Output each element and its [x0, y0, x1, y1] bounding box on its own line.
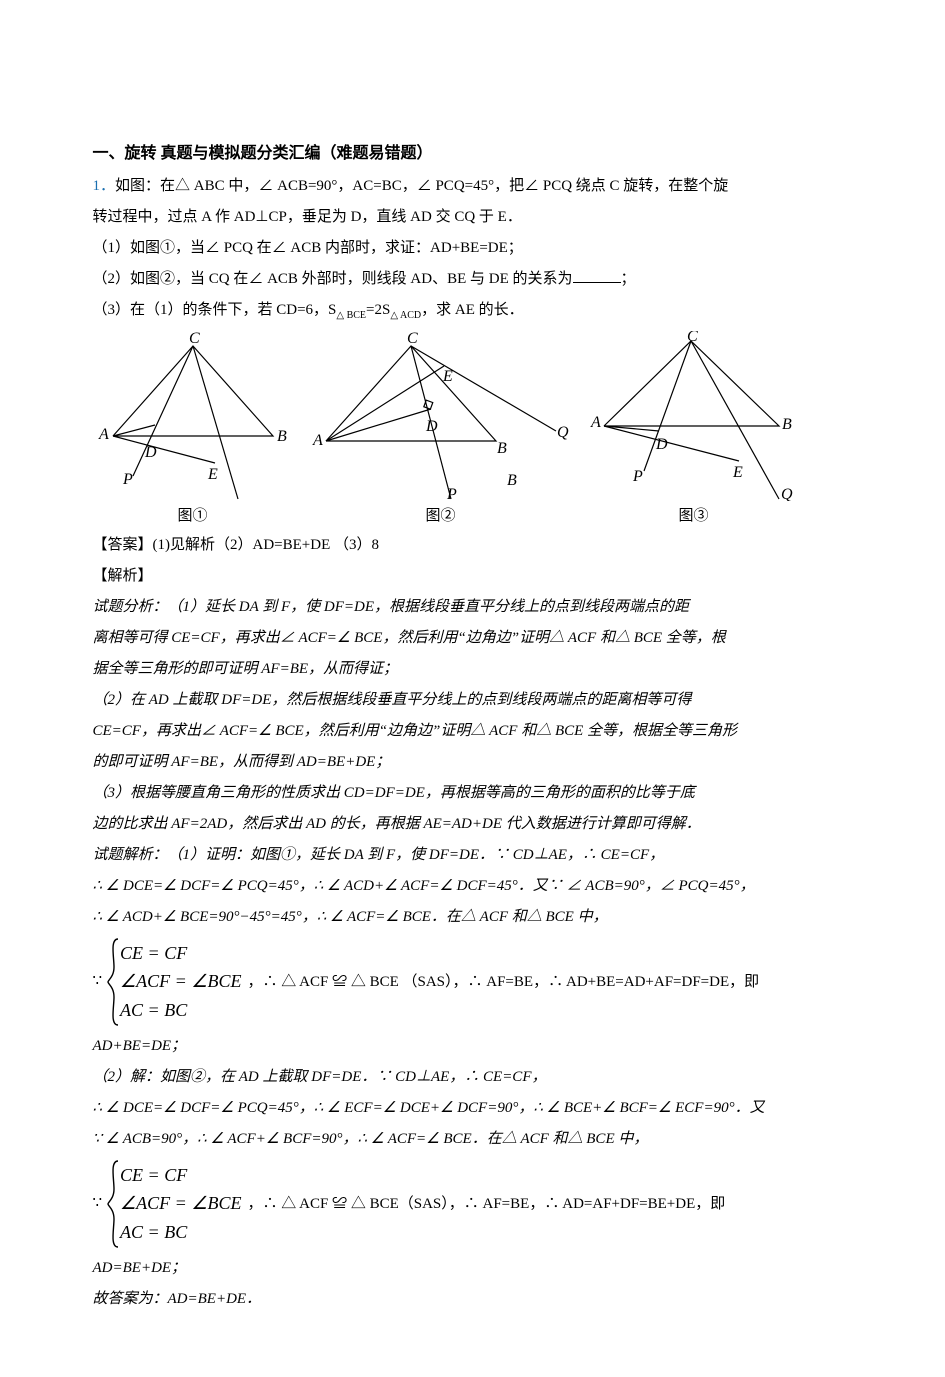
question-part-1: （1）如图①，当∠ PCQ 在∠ ACB 内部时，求证：AD+BE=DE； — [93, 235, 853, 262]
svg-text:D: D — [655, 436, 668, 453]
question-part-3: （3）在（1）的条件下，若 CD=6，S△ BCE=2S△ ACD，求 AE 的… — [93, 297, 853, 325]
analysis-p16: AD=BE+DE； — [93, 1255, 853, 1282]
svg-text:Q: Q — [781, 486, 793, 501]
svg-text:B: B — [507, 472, 517, 489]
analysis-p10: ∴ ∠ DCE=∠ DCF=∠ PCQ=45°，∴ ∠ ACD+∠ ACF=∠ … — [93, 873, 853, 900]
analysis-p4: （2）在 AD 上截取 DF=DE，然后根据线段垂直平分线上的点到线段两端点的距… — [93, 687, 853, 714]
equation-system-2: ∵ CE = CF ∠ACF = ∠BCE ，∴ △ ACF ≌ △ BCE（S… — [93, 1159, 853, 1249]
question-line-1: 1．如图：在△ ABC 中，∠ ACB=90°，AC=BC，∠ PCQ=45°，… — [93, 173, 853, 200]
analysis-p3: 据全等三角形的即可证明 AF=BE，从而得证； — [93, 656, 853, 683]
svg-text:Q: Q — [557, 424, 569, 441]
analysis-p12: AD+BE=DE； — [93, 1033, 853, 1060]
svg-text:P: P — [632, 468, 643, 485]
figure-1-label: 图① — [177, 503, 207, 530]
svg-text:B: B — [277, 428, 287, 445]
figure-row: C A B P D E 图① — [93, 331, 853, 530]
analysis-p5: CE=CF，再求出∠ ACF=∠ BCE，然后利用“边角边”证明△ ACF 和△… — [93, 718, 853, 745]
sys2-lines: CE = CF ∠ACF = ∠BCE ，∴ △ ACF ≌ △ BCE（SAS… — [120, 1161, 725, 1247]
svg-text:D: D — [425, 418, 438, 435]
equation-system-1: ∵ CE = CF ∠ACF = ∠BCE ，∴ △ ACF ≌ △ BCE （… — [93, 937, 853, 1027]
svg-text:D: D — [144, 444, 157, 461]
analysis-p8: 边的比求出 AF=2AD，然后求出 AD 的长，再根据 AE=AD+DE 代入数… — [93, 811, 853, 838]
q2-text-a: （2）如图②，当 CQ 在∠ ACB 外部时，则线段 AD、BE 与 DE 的关… — [93, 271, 573, 287]
fill-blank — [573, 282, 621, 283]
svg-text:A: A — [590, 414, 601, 431]
svg-text:E: E — [442, 368, 453, 385]
analysis-p1: 试题分析：（1）延长 DA 到 F，使 DF=DE，根据线段垂直平分线上的点到线… — [93, 594, 853, 621]
figure-2-label: 图② — [425, 503, 455, 530]
sys1-lead: ∵ — [93, 968, 103, 995]
svg-text:C: C — [687, 331, 698, 345]
analysis-p7: （3）根据等腰直角三角形的性质求出 CD=DF=DE，再根据等高的三角形的面积的… — [93, 780, 853, 807]
answer-line: 【答案】(1)见解析（2）AD=BE+DE （3）8 — [93, 532, 853, 559]
figure-2: C A B Q P D E B 图② — [311, 331, 571, 530]
analysis-p17: 故答案为：AD=BE+DE． — [93, 1286, 853, 1313]
figure-1-svg: C A B P D E — [93, 331, 293, 501]
q-text-1: 如图：在△ ABC 中，∠ ACB=90°，AC=BC，∠ PCQ=45°，把∠… — [115, 178, 728, 194]
sys2-l3: AC = BC — [120, 1218, 187, 1247]
figure-3-svg: C A B P D E Q — [589, 331, 799, 501]
question-part-2: （2）如图②，当 CQ 在∠ ACB 外部时，则线段 AD、BE 与 DE 的关… — [93, 266, 853, 293]
analysis-p13: （2）解：如图②，在 AD 上截取 DF=DE．∵ CD⊥AE，∴ CE=CF， — [93, 1064, 853, 1091]
svg-text:C: C — [189, 331, 200, 347]
svg-text:P: P — [446, 486, 457, 501]
figure-3-label: 图③ — [678, 503, 708, 530]
sys1-tail: ，∴ △ ACF ≌ △ BCE （SAS），∴ AF=BE，∴ AD+BE=A… — [247, 970, 759, 994]
question-number: 1． — [93, 178, 116, 194]
sys1-lines: CE = CF ∠ACF = ∠BCE ，∴ △ ACF ≌ △ BCE （SA… — [120, 939, 759, 1025]
sys2-tail: ，∴ △ ACF ≌ △ BCE（SAS），∴ AF=BE，∴ AD=AF+DF… — [247, 1192, 725, 1216]
analysis-p2: 离相等可得 CE=CF，再求出∠ ACF=∠ BCE，然后利用“边角边”证明△ … — [93, 625, 853, 652]
analysis-heading: 【解析】 — [93, 563, 853, 590]
svg-text:B: B — [497, 440, 507, 457]
brace-icon — [106, 937, 120, 1027]
analysis-p9: 试题解析：（1）证明：如图①，延长 DA 到 F，使 DF=DE．∵ CD⊥AE… — [93, 842, 853, 869]
sys2-l1: CE = CF — [120, 1161, 187, 1190]
analysis-p11: ∴ ∠ ACD+∠ BCE=90°−45°=45°，∴ ∠ ACF=∠ BCE．… — [93, 904, 853, 931]
q2-text-b: ； — [621, 271, 636, 287]
figure-2-svg: C A B Q P D E B — [311, 331, 571, 501]
figure-3: C A B P D E Q 图③ — [589, 331, 799, 530]
sys1-l1: CE = CF — [120, 939, 187, 968]
analysis-p14: ∴ ∠ DCE=∠ DCF=∠ PCQ=45°，∴ ∠ ECF=∠ DCE+∠ … — [93, 1095, 853, 1122]
svg-text:A: A — [98, 426, 109, 443]
question-line-2: 转过程中，过点 A 作 AD⊥CP，垂足为 D，直线 AD 交 CQ 于 E． — [93, 204, 853, 231]
document-page: 一、旋转 真题与模拟题分类汇编（难题易错题） 1．如图：在△ ABC 中，∠ A… — [3, 0, 943, 1377]
svg-text:B: B — [782, 416, 792, 433]
analysis-p15: ∵ ∠ ACB=90°，∴ ∠ ACF+∠ BCF=90°，∴ ∠ ACF=∠ … — [93, 1126, 853, 1153]
sys1-l3: AC = BC — [120, 996, 187, 1025]
svg-text:C: C — [407, 331, 418, 347]
svg-text:P: P — [122, 471, 133, 488]
figure-1: C A B P D E 图① — [93, 331, 293, 530]
svg-text:E: E — [207, 466, 218, 483]
sys2-l2: ∠ACF = ∠BCE — [120, 1189, 241, 1218]
brace-icon — [106, 1159, 120, 1249]
svg-text:E: E — [732, 464, 743, 481]
analysis-p6: 的即可证明 AF=BE，从而得到 AD=BE+DE； — [93, 749, 853, 776]
sys1-l2: ∠ACF = ∠BCE — [120, 967, 241, 996]
svg-text:A: A — [312, 432, 323, 449]
section-title: 一、旋转 真题与模拟题分类汇编（难题易错题） — [93, 140, 853, 169]
sys2-lead: ∵ — [93, 1190, 103, 1217]
